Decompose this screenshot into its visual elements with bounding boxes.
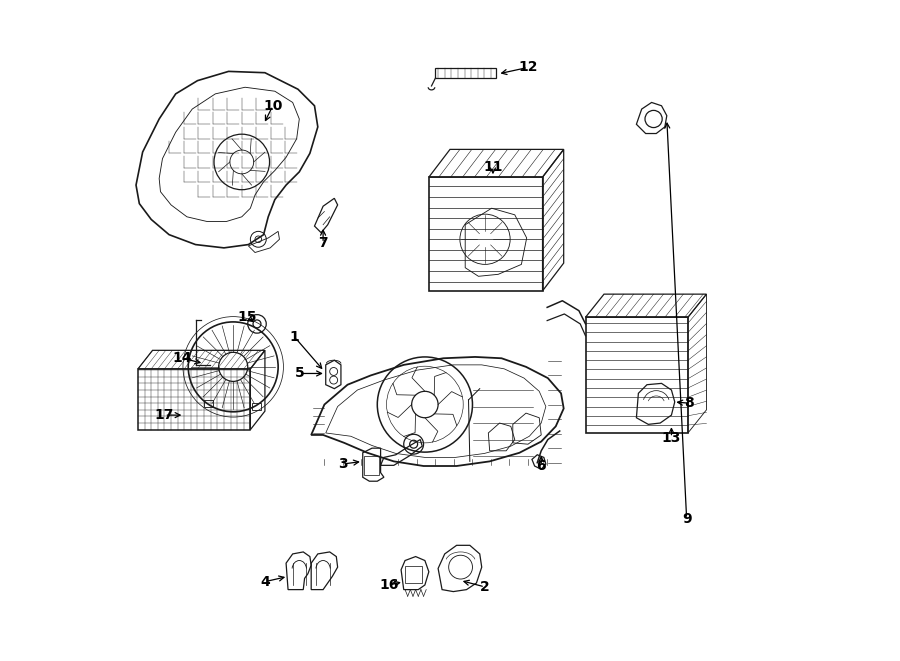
Text: 5: 5: [295, 366, 305, 381]
Text: 2: 2: [481, 580, 490, 594]
Text: 3: 3: [338, 457, 347, 471]
Text: 17: 17: [155, 408, 174, 422]
Text: 1: 1: [290, 330, 300, 344]
Text: 15: 15: [238, 310, 256, 325]
Bar: [405, 566, 421, 583]
Bar: [436, 68, 496, 78]
Text: 13: 13: [662, 430, 681, 445]
Text: 9: 9: [682, 512, 691, 526]
Text: 6: 6: [536, 459, 546, 473]
Text: 10: 10: [263, 98, 283, 113]
Bar: [364, 456, 379, 475]
Bar: [428, 177, 543, 291]
Bar: [586, 317, 688, 433]
Text: 4: 4: [260, 574, 270, 589]
Text: 12: 12: [518, 60, 537, 75]
Text: 11: 11: [483, 159, 503, 174]
Text: 8: 8: [684, 396, 694, 410]
Text: 16: 16: [380, 578, 399, 592]
Bar: [138, 369, 250, 430]
Text: 14: 14: [173, 351, 192, 366]
Text: 7: 7: [319, 236, 328, 251]
